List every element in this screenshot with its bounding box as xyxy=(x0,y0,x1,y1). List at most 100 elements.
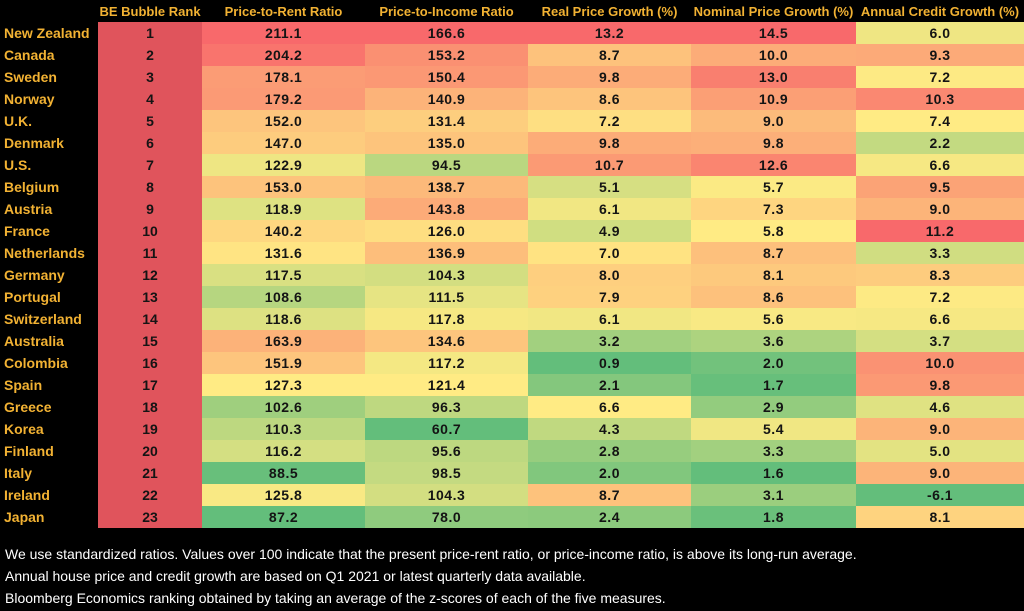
nominal-price-growth-cell: 12.6 xyxy=(691,154,856,176)
price-to-rent-cell: 117.5 xyxy=(202,264,365,286)
country-label: Germany xyxy=(0,264,98,286)
price-to-income-cell: 104.3 xyxy=(365,484,528,506)
footnotes: We use standardized ratios. Values over … xyxy=(5,543,857,609)
nominal-price-growth-cell: 8.1 xyxy=(691,264,856,286)
price-to-rent-cell: 87.2 xyxy=(202,506,365,528)
price-to-rent-cell: 178.1 xyxy=(202,66,365,88)
nominal-price-growth-cell: 7.3 xyxy=(691,198,856,220)
price-to-rent-cell: 211.1 xyxy=(202,22,365,44)
price-to-rent-cell: 152.0 xyxy=(202,110,365,132)
real-price-growth-cell: 8.7 xyxy=(528,484,691,506)
price-to-rent-header: Price-to-Rent Ratio xyxy=(202,0,365,22)
country-label: France xyxy=(0,220,98,242)
real-price-growth-cell: 3.2 xyxy=(528,330,691,352)
country-label: Korea xyxy=(0,418,98,440)
nominal-price-growth-cell: 8.7 xyxy=(691,242,856,264)
rank-cell: 22 xyxy=(98,484,202,506)
price-to-rent-cell: 108.6 xyxy=(202,286,365,308)
real-price-growth-cell: 7.0 xyxy=(528,242,691,264)
credit-growth-cell: 11.2 xyxy=(856,220,1024,242)
price-to-income-cell: 60.7 xyxy=(365,418,528,440)
table-row: U.S. 7 122.9 94.5 10.7 12.6 6.6 xyxy=(0,154,1024,176)
price-to-income-cell: 121.4 xyxy=(365,374,528,396)
table-row: Sweden 3 178.1 150.4 9.8 13.0 7.2 xyxy=(0,66,1024,88)
real-price-growth-cell: 8.0 xyxy=(528,264,691,286)
rank-cell: 2 xyxy=(98,44,202,66)
price-to-rent-cell: 151.9 xyxy=(202,352,365,374)
table-row: Italy 21 88.5 98.5 2.0 1.6 9.0 xyxy=(0,462,1024,484)
country-label: U.K. xyxy=(0,110,98,132)
price-to-income-cell: 95.6 xyxy=(365,440,528,462)
price-to-rent-cell: 88.5 xyxy=(202,462,365,484)
bubble-rank-heatmap: BE Bubble Rank Price-to-Rent Ratio Price-t… xyxy=(0,0,1024,528)
credit-growth-cell: 7.4 xyxy=(856,110,1024,132)
price-to-income-cell: 78.0 xyxy=(365,506,528,528)
price-to-income-cell: 104.3 xyxy=(365,264,528,286)
table-row: Netherlands 11 131.6 136.9 7.0 8.7 3.3 xyxy=(0,242,1024,264)
credit-growth-cell: 9.0 xyxy=(856,198,1024,220)
table-row: France 10 140.2 126.0 4.9 5.8 11.2 xyxy=(0,220,1024,242)
country-label: Portugal xyxy=(0,286,98,308)
nominal-price-growth-cell: 10.0 xyxy=(691,44,856,66)
table-row: Japan 23 87.2 78.0 2.4 1.8 8.1 xyxy=(0,506,1024,528)
price-to-income-cell: 140.9 xyxy=(365,88,528,110)
credit-growth-cell: 7.2 xyxy=(856,286,1024,308)
footnote-ranking-method: Bloomberg Economics ranking obtained by … xyxy=(5,590,666,606)
credit-growth-cell: 3.3 xyxy=(856,242,1024,264)
real-price-growth-cell: 13.2 xyxy=(528,22,691,44)
rank-cell: 20 xyxy=(98,440,202,462)
credit-growth-cell: 9.0 xyxy=(856,418,1024,440)
table-row: Korea 19 110.3 60.7 4.3 5.4 9.0 xyxy=(0,418,1024,440)
rank-cell: 1 xyxy=(98,22,202,44)
real-price-growth-cell: 7.9 xyxy=(528,286,691,308)
credit-growth-cell: 9.5 xyxy=(856,176,1024,198)
header-row: BE Bubble Rank Price-to-Rent Ratio Price-t… xyxy=(0,0,1024,22)
country-label: Italy xyxy=(0,462,98,484)
price-to-income-cell: 134.6 xyxy=(365,330,528,352)
table-row: Germany 12 117.5 104.3 8.0 8.1 8.3 xyxy=(0,264,1024,286)
rank-cell: 3 xyxy=(98,66,202,88)
real-price-growth-cell: 4.9 xyxy=(528,220,691,242)
rank-cell: 7 xyxy=(98,154,202,176)
rank-cell: 10 xyxy=(98,220,202,242)
real-price-growth-cell: 6.1 xyxy=(528,308,691,330)
nominal-price-growth-header: Nominal Price Growth (%) xyxy=(691,0,856,22)
heatmap-body: New Zealand 1 211.1 166.6 13.2 14.5 6.0 Canada 2… xyxy=(0,22,1024,528)
table-row: Greece 18 102.6 96.3 6.6 2.9 4.6 xyxy=(0,396,1024,418)
price-to-income-cell: 111.5 xyxy=(365,286,528,308)
table-row: Portugal 13 108.6 111.5 7.9 8.6 7.2 xyxy=(0,286,1024,308)
table-row: Spain 17 127.3 121.4 2.1 1.7 9.8 xyxy=(0,374,1024,396)
country-label: Colombia xyxy=(0,352,98,374)
table-row: U.K. 5 152.0 131.4 7.2 9.0 7.4 xyxy=(0,110,1024,132)
real-price-growth-cell: 6.6 xyxy=(528,396,691,418)
rank-cell: 13 xyxy=(98,286,202,308)
table-row: Finland 20 116.2 95.6 2.8 3.3 5.0 xyxy=(0,440,1024,462)
price-to-income-cell: 135.0 xyxy=(365,132,528,154)
real-price-growth-cell: 10.7 xyxy=(528,154,691,176)
rank-header: BE Bubble Rank xyxy=(98,0,202,22)
nominal-price-growth-cell: 14.5 xyxy=(691,22,856,44)
price-to-income-cell: 138.7 xyxy=(365,176,528,198)
credit-growth-cell: 10.0 xyxy=(856,352,1024,374)
country-label: Ireland xyxy=(0,484,98,506)
real-price-growth-cell: 2.8 xyxy=(528,440,691,462)
country-label: New Zealand xyxy=(0,22,98,44)
real-price-growth-cell: 9.8 xyxy=(528,132,691,154)
country-label: Switzerland xyxy=(0,308,98,330)
rank-cell: 9 xyxy=(98,198,202,220)
nominal-price-growth-cell: 3.1 xyxy=(691,484,856,506)
price-to-rent-cell: 131.6 xyxy=(202,242,365,264)
nominal-price-growth-cell: 5.6 xyxy=(691,308,856,330)
price-to-income-cell: 136.9 xyxy=(365,242,528,264)
country-label: Belgium xyxy=(0,176,98,198)
real-price-growth-cell: 2.1 xyxy=(528,374,691,396)
rank-cell: 6 xyxy=(98,132,202,154)
nominal-price-growth-cell: 9.8 xyxy=(691,132,856,154)
country-label: Australia xyxy=(0,330,98,352)
real-price-growth-header: Real Price Growth (%) xyxy=(528,0,691,22)
footnote-growth-data: Annual house price and credit growth are… xyxy=(5,568,586,584)
credit-growth-cell: 8.3 xyxy=(856,264,1024,286)
rank-cell: 21 xyxy=(98,462,202,484)
credit-growth-cell: 6.6 xyxy=(856,154,1024,176)
nominal-price-growth-cell: 13.0 xyxy=(691,66,856,88)
